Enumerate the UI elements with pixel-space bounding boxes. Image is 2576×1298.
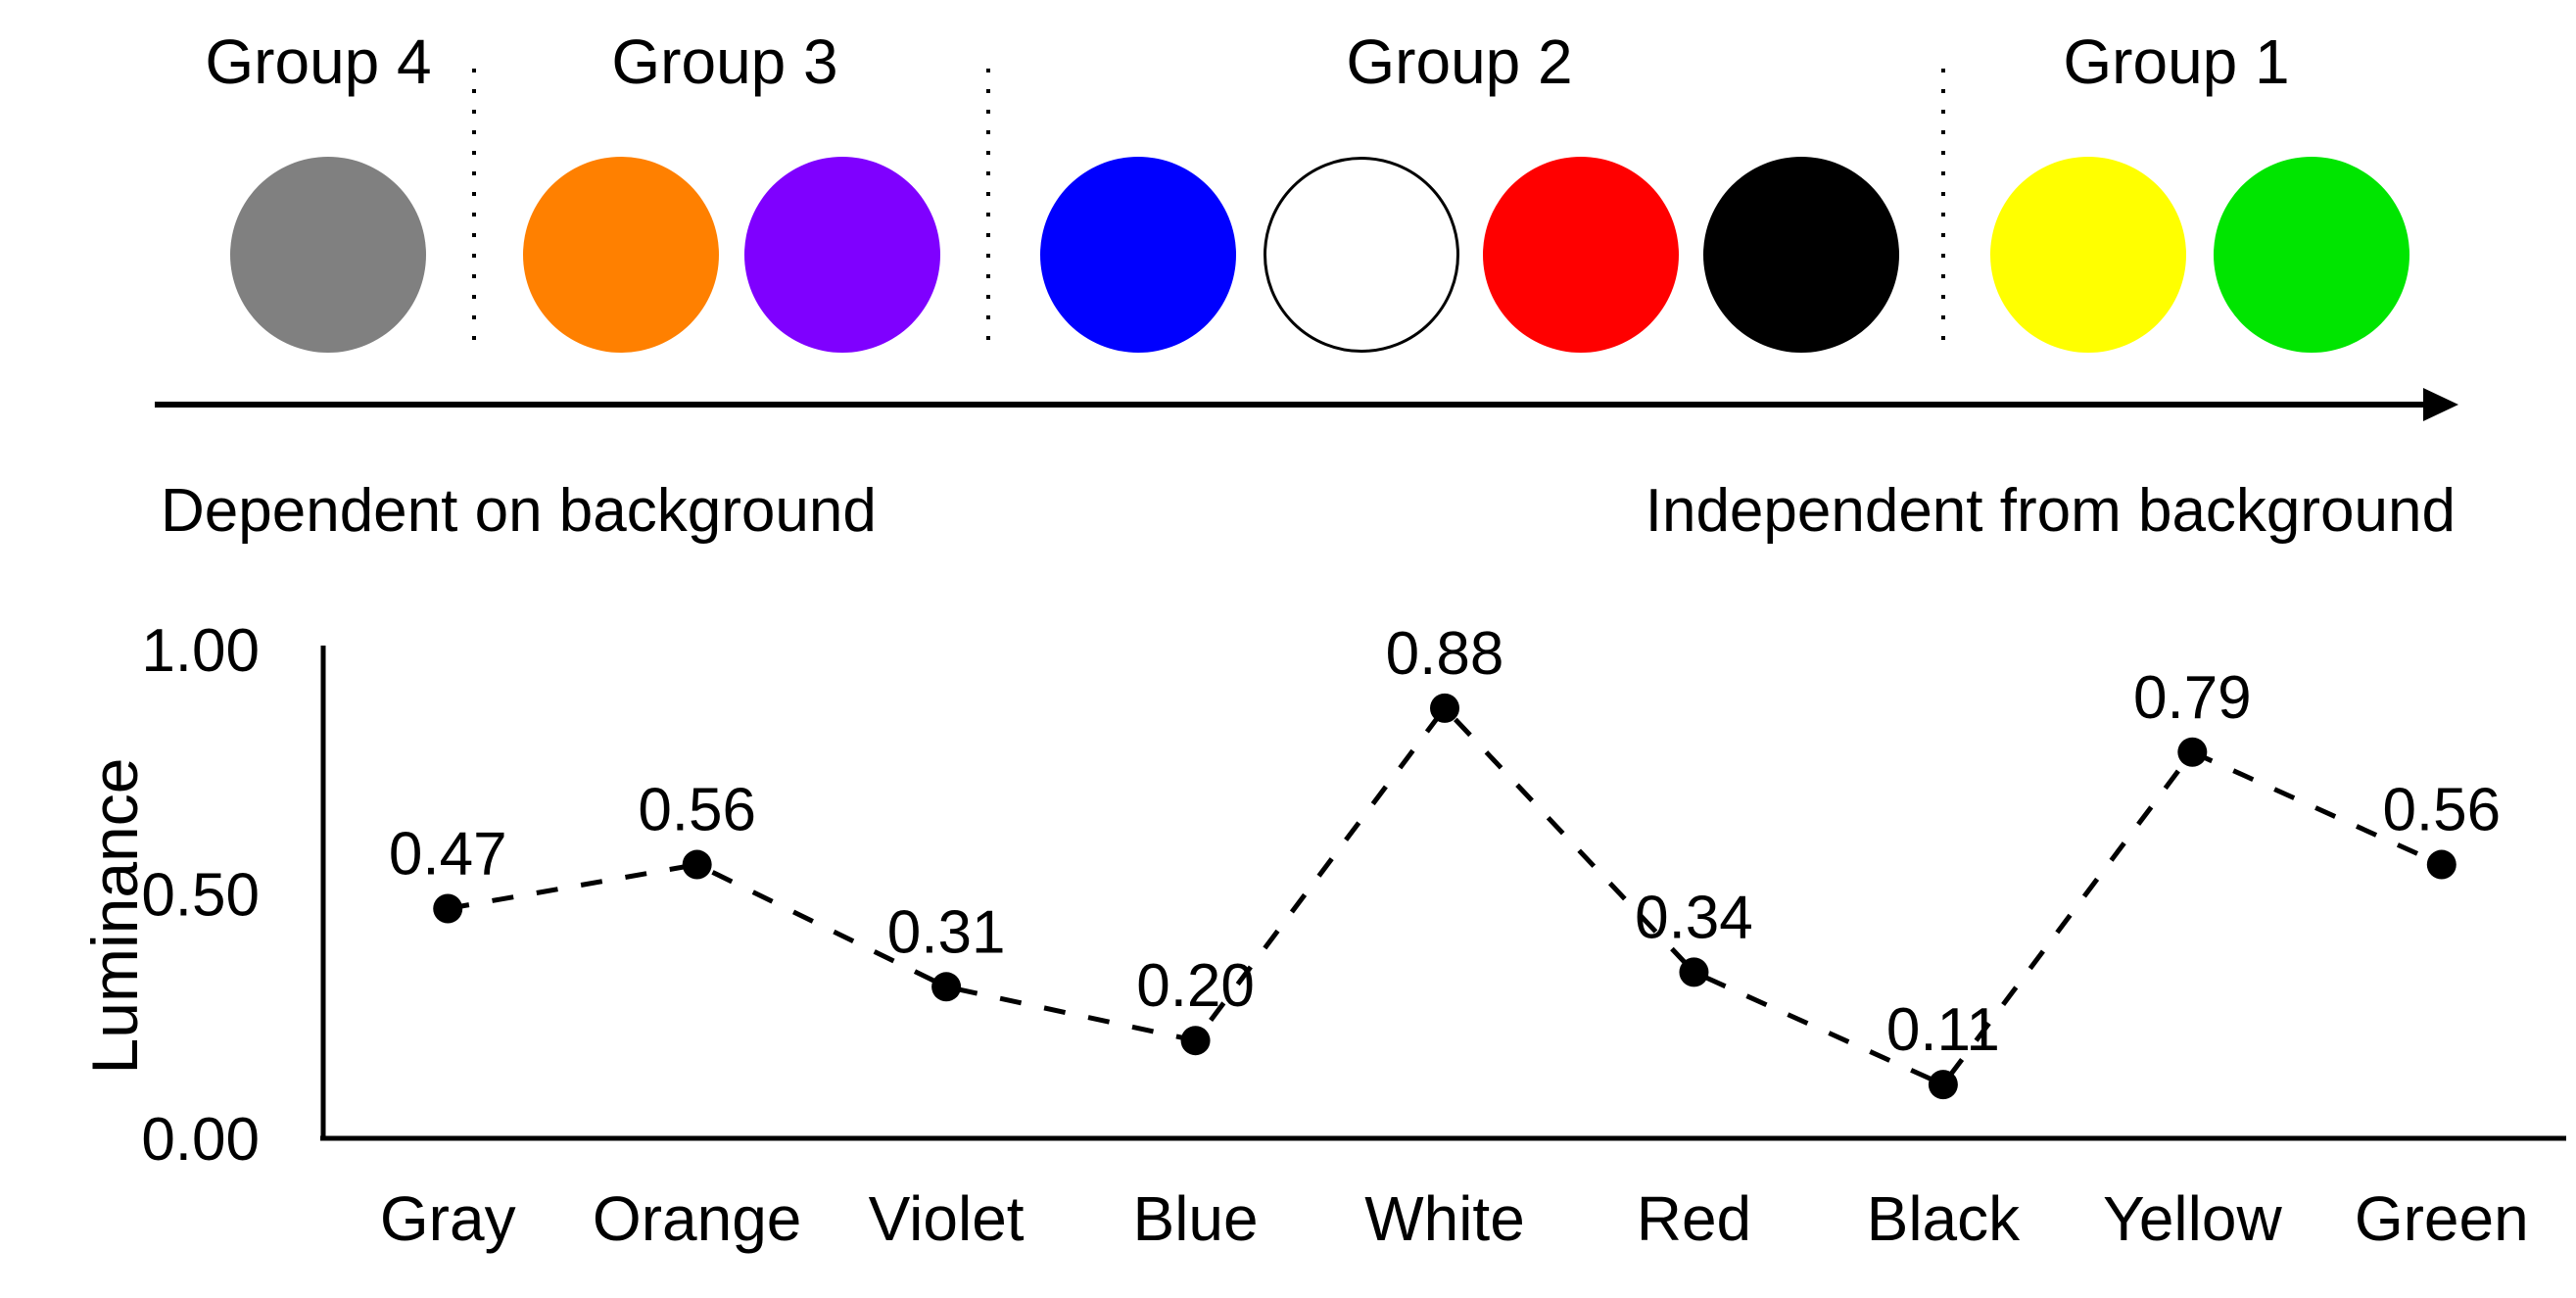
data-point-marker — [682, 849, 712, 880]
gray-circle — [230, 157, 426, 353]
x-category-label: Black — [1867, 1183, 2022, 1254]
series-line — [447, 704, 2443, 1088]
data-point-marker — [1679, 957, 1709, 987]
x-category-label: Orange — [593, 1183, 801, 1254]
group-divider-icon — [1941, 69, 1945, 355]
data-point-label: 0.34 — [1635, 884, 1753, 951]
orange-circle — [523, 157, 719, 353]
data-point-marker — [931, 972, 962, 1002]
y-tick-label: 1.00 — [141, 617, 260, 685]
x-category-label: Yellow — [2103, 1183, 2282, 1254]
dependent-caption: Dependent on background — [161, 477, 877, 545]
group-divider-icon — [472, 69, 476, 355]
group-4-label: Group 4 — [205, 26, 432, 97]
data-point-label: 0.56 — [2382, 777, 2501, 844]
x-category-label: Red — [1637, 1183, 1751, 1254]
data-point-label: 0.47 — [389, 820, 507, 888]
arrow-right-icon — [2423, 388, 2458, 421]
independent-caption: Independent from background — [1645, 477, 2456, 545]
x-category-label: Green — [2355, 1183, 2529, 1254]
y-axis-title: Luminance — [78, 758, 151, 1075]
data-point-label: 0.20 — [1136, 952, 1255, 1020]
group-2-label: Group 2 — [1346, 26, 1573, 97]
data-point-marker — [433, 893, 463, 924]
data-point-marker — [2426, 849, 2457, 880]
data-point-label: 0.31 — [887, 898, 1006, 966]
yellow-circle — [1990, 157, 2186, 353]
black-circle — [1703, 157, 1899, 353]
axis-arrow-line — [155, 402, 2423, 408]
violet-circle — [744, 157, 940, 353]
data-point-marker — [1430, 693, 1459, 723]
white-circle — [1264, 157, 1459, 353]
group-1-label: Group 1 — [2063, 26, 2290, 97]
group-divider-icon — [986, 69, 990, 355]
data-point-label: 0.88 — [1386, 620, 1504, 688]
red-circle — [1483, 157, 1679, 353]
blue-circle — [1040, 157, 1236, 353]
y-tick-label: 0.00 — [141, 1106, 260, 1174]
data-point-marker — [2177, 737, 2208, 767]
x-category-label: Gray — [380, 1183, 516, 1254]
x-category-label: Violet — [869, 1183, 1025, 1254]
group-3-label: Group 3 — [611, 26, 838, 97]
data-point-label: 0.79 — [2133, 664, 2252, 732]
data-point-label: 0.11 — [1886, 996, 2000, 1064]
data-point-label: 0.56 — [638, 777, 756, 844]
x-category-label: White — [1364, 1183, 1525, 1254]
x-category-label: Blue — [1133, 1183, 1259, 1254]
y-tick-label: 0.50 — [141, 862, 260, 930]
data-point-marker — [1180, 1026, 1211, 1056]
data-point-marker — [1928, 1070, 1958, 1100]
green-circle — [2214, 157, 2409, 353]
